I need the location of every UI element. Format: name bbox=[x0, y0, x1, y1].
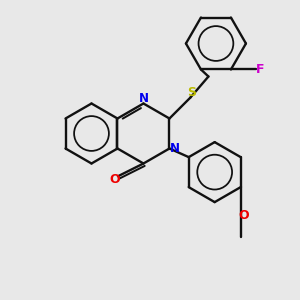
Text: O: O bbox=[238, 209, 249, 222]
Text: O: O bbox=[109, 173, 120, 186]
Text: F: F bbox=[256, 63, 264, 76]
Text: N: N bbox=[170, 142, 180, 155]
Text: N: N bbox=[139, 92, 148, 105]
Text: S: S bbox=[188, 85, 196, 99]
